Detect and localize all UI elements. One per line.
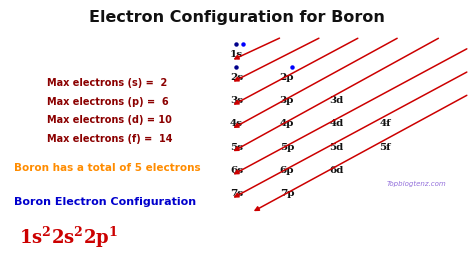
Text: Max electrons (s) =  2: Max electrons (s) = 2 (47, 78, 168, 88)
Text: Electron Configuration for Boron: Electron Configuration for Boron (89, 10, 385, 25)
Text: Max electrons (p) =  6: Max electrons (p) = 6 (47, 97, 169, 107)
Text: 5s: 5s (230, 143, 243, 152)
Text: $\mathbf{1s^22s^22p^1}$: $\mathbf{1s^22s^22p^1}$ (19, 225, 118, 250)
Text: 5p: 5p (280, 143, 294, 152)
Text: Boron Electron Configuration: Boron Electron Configuration (14, 197, 196, 207)
Text: 3d: 3d (329, 96, 344, 105)
Text: Topblogtenz.com: Topblogtenz.com (386, 180, 446, 187)
Text: Max electrons (d) = 10: Max electrons (d) = 10 (47, 115, 172, 125)
Text: 1s: 1s (230, 50, 243, 59)
Text: 4d: 4d (329, 119, 344, 128)
Text: 2p: 2p (280, 73, 294, 82)
Text: 4f: 4f (379, 119, 391, 128)
Text: 6d: 6d (329, 166, 344, 175)
Text: 6p: 6p (280, 166, 294, 175)
Text: Boron has a total of 5 electrons: Boron has a total of 5 electrons (14, 163, 201, 173)
Text: 5f: 5f (379, 143, 391, 152)
Text: 6s: 6s (230, 166, 243, 175)
Text: 4s: 4s (230, 119, 243, 128)
Text: 7s: 7s (230, 189, 243, 198)
Text: 5d: 5d (329, 143, 344, 152)
Text: 2s: 2s (230, 73, 243, 82)
Text: 3s: 3s (230, 96, 243, 105)
Text: Max electrons (f) =  14: Max electrons (f) = 14 (47, 134, 173, 144)
Text: 7p: 7p (280, 189, 294, 198)
Text: 3p: 3p (280, 96, 294, 105)
Text: 4p: 4p (280, 119, 294, 128)
